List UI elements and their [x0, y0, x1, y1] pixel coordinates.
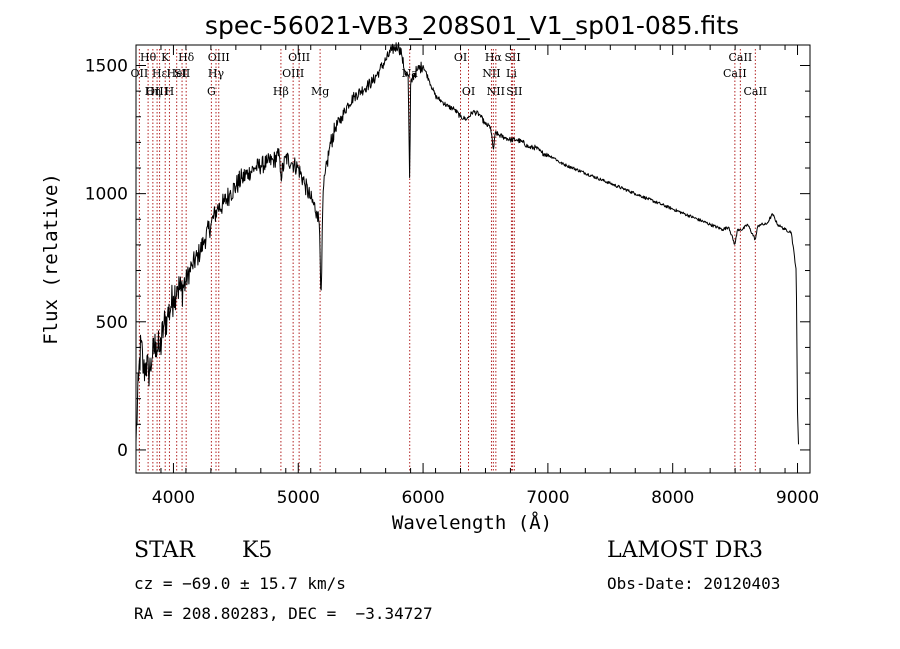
- y-tick-label-2: 1000: [85, 185, 128, 205]
- y-tick-label-3: 1500: [85, 57, 128, 77]
- line-label-4: Hη: [145, 85, 161, 98]
- line-label-21: Hα: [485, 51, 503, 64]
- line-label-18: OI: [454, 51, 467, 64]
- line-label-16: Mg: [311, 85, 329, 98]
- y-tick-label-0: 0: [117, 441, 128, 461]
- line-label-22: NII: [487, 85, 505, 98]
- x-tick-label-3: 7000: [526, 488, 569, 508]
- coordinates: RA = 208.80283, DEC = −3.34727: [134, 604, 433, 623]
- line-label-1: OII: [131, 67, 149, 80]
- line-label-10: OIII: [208, 51, 230, 64]
- line-label-19: OI: [462, 85, 475, 98]
- x-tick-label-0: 4000: [152, 488, 195, 508]
- x-tick-label-4: 8000: [651, 488, 694, 508]
- line-label-13: Hβ: [273, 85, 289, 98]
- series-line-flux: [135, 42, 799, 445]
- line-label-5: K: [161, 51, 170, 64]
- line-label-6: H: [165, 85, 175, 98]
- plot-frame: [135, 44, 811, 474]
- line-label-25: SII: [506, 85, 522, 98]
- line-label-15: OIII: [288, 51, 310, 64]
- line-label-3: Hε: [152, 67, 168, 80]
- line-label-20: NII: [482, 67, 500, 80]
- line-label-27: CaII: [729, 51, 753, 64]
- chart-title: spec-56021-VB3_208S01_V1_sp01-085.fits: [205, 11, 739, 40]
- redshift-value: cz = −69.0 ± 15.7 km/s: [134, 574, 346, 593]
- observation-date: Obs-Date: 20120403: [607, 574, 781, 593]
- x-axis-label: Wavelength (Å): [392, 511, 552, 534]
- line-label-26: CaII: [723, 67, 747, 80]
- y-axis-label: Flux (relative): [40, 173, 62, 345]
- line-label-14: OIII: [282, 67, 304, 80]
- line-label-28: CaII: [743, 85, 767, 98]
- survey-name: LAMOST DR3: [607, 538, 763, 563]
- line-label-8: Hδ: [178, 51, 195, 64]
- axis-ticks: 4000 5000 6000 7000 8000 9000 0 500 1000 1500: [85, 45, 819, 508]
- line-label-2: OIII: [146, 85, 168, 98]
- x-tick-label-1: 5000: [277, 488, 320, 508]
- line-label-0: Hθ: [140, 51, 157, 64]
- line-label-11: Hγ: [208, 67, 225, 80]
- line-label-12: G: [207, 85, 216, 98]
- line-label-24: Li: [506, 67, 517, 80]
- object-subclass: K5: [242, 538, 273, 563]
- object-class: STAR: [134, 538, 195, 563]
- y-tick-label-1: 500: [96, 313, 128, 333]
- x-tick-label-2: 6000: [401, 488, 444, 508]
- line-label-23: SII: [504, 51, 520, 64]
- series-flux: [135, 42, 799, 445]
- x-tick-label-5: 9000: [776, 488, 819, 508]
- line-label-9: SII: [174, 67, 190, 80]
